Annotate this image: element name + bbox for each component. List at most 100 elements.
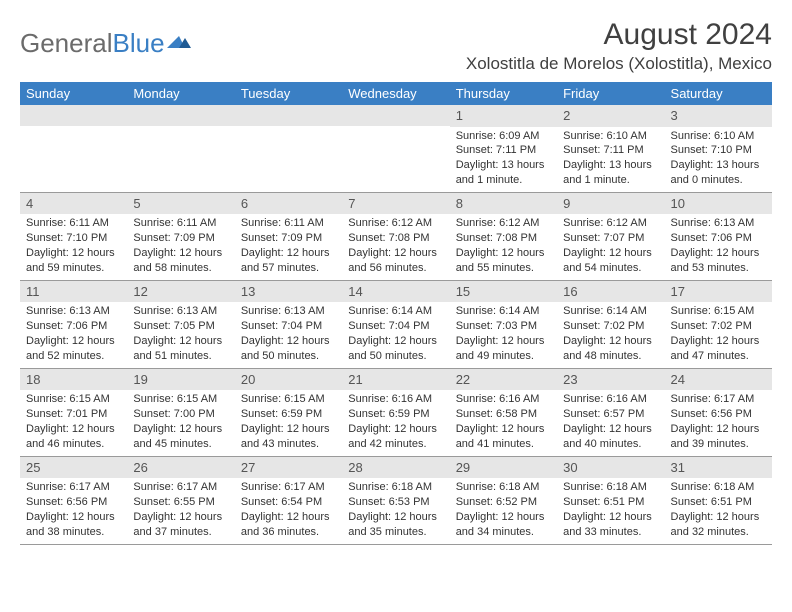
daylight-line: Daylight: 12 hours and 51 minutes. — [133, 334, 228, 364]
daylight-line: Daylight: 12 hours and 53 minutes. — [671, 246, 766, 276]
daylight-line: Daylight: 12 hours and 41 minutes. — [456, 422, 551, 452]
sunrise-line: Sunrise: 6:12 AM — [348, 216, 443, 231]
day-details: Sunrise: 6:15 AMSunset: 7:01 PMDaylight:… — [20, 390, 127, 455]
sunset-line: Sunset: 6:54 PM — [241, 495, 336, 510]
weekday-label: Wednesday — [342, 82, 449, 105]
day-details: Sunrise: 6:12 AMSunset: 7:08 PMDaylight:… — [342, 214, 449, 279]
brand-logo: GeneralBlue — [20, 18, 191, 59]
day-number: 3 — [665, 105, 772, 127]
day-cell: 20Sunrise: 6:15 AMSunset: 6:59 PMDayligh… — [235, 369, 342, 456]
sunrise-line: Sunrise: 6:16 AM — [348, 392, 443, 407]
daylight-line: Daylight: 12 hours and 37 minutes. — [133, 510, 228, 540]
daylight-line: Daylight: 12 hours and 32 minutes. — [671, 510, 766, 540]
sunset-line: Sunset: 7:03 PM — [456, 319, 551, 334]
sunset-line: Sunset: 7:08 PM — [456, 231, 551, 246]
sunset-line: Sunset: 7:10 PM — [671, 143, 766, 158]
sunrise-line: Sunrise: 6:14 AM — [563, 304, 658, 319]
day-cell: 18Sunrise: 6:15 AMSunset: 7:01 PMDayligh… — [20, 369, 127, 456]
day-cell: 23Sunrise: 6:16 AMSunset: 6:57 PMDayligh… — [557, 369, 664, 456]
sunset-line: Sunset: 6:56 PM — [26, 495, 121, 510]
sunset-line: Sunset: 7:04 PM — [348, 319, 443, 334]
day-details: Sunrise: 6:11 AMSunset: 7:09 PMDaylight:… — [127, 214, 234, 279]
day-details: Sunrise: 6:14 AMSunset: 7:03 PMDaylight:… — [450, 302, 557, 367]
day-details: Sunrise: 6:15 AMSunset: 7:00 PMDaylight:… — [127, 390, 234, 455]
day-details: Sunrise: 6:14 AMSunset: 7:04 PMDaylight:… — [342, 302, 449, 367]
day-details: Sunrise: 6:09 AMSunset: 7:11 PMDaylight:… — [450, 127, 557, 192]
daylight-line: Daylight: 12 hours and 56 minutes. — [348, 246, 443, 276]
day-cell: 7Sunrise: 6:12 AMSunset: 7:08 PMDaylight… — [342, 193, 449, 280]
day-details: Sunrise: 6:18 AMSunset: 6:53 PMDaylight:… — [342, 478, 449, 543]
daylight-line: Daylight: 12 hours and 55 minutes. — [456, 246, 551, 276]
sunrise-line: Sunrise: 6:09 AM — [456, 129, 551, 144]
day-cell: 26Sunrise: 6:17 AMSunset: 6:55 PMDayligh… — [127, 457, 234, 544]
day-number: 22 — [450, 369, 557, 391]
day-number: 7 — [342, 193, 449, 215]
day-number: 23 — [557, 369, 664, 391]
sunrise-line: Sunrise: 6:13 AM — [671, 216, 766, 231]
day-number — [235, 105, 342, 126]
weekday-label: Tuesday — [235, 82, 342, 105]
day-number: 14 — [342, 281, 449, 303]
sunrise-line: Sunrise: 6:13 AM — [26, 304, 121, 319]
day-details: Sunrise: 6:12 AMSunset: 7:07 PMDaylight:… — [557, 214, 664, 279]
sunset-line: Sunset: 6:55 PM — [133, 495, 228, 510]
day-cell — [20, 105, 127, 192]
sunrise-line: Sunrise: 6:11 AM — [26, 216, 121, 231]
day-number — [342, 105, 449, 126]
sunset-line: Sunset: 7:02 PM — [563, 319, 658, 334]
sunset-line: Sunset: 7:07 PM — [563, 231, 658, 246]
sunrise-line: Sunrise: 6:11 AM — [241, 216, 336, 231]
day-cell: 19Sunrise: 6:15 AMSunset: 7:00 PMDayligh… — [127, 369, 234, 456]
sunset-line: Sunset: 7:06 PM — [26, 319, 121, 334]
sunset-line: Sunset: 6:52 PM — [456, 495, 551, 510]
sunrise-line: Sunrise: 6:17 AM — [241, 480, 336, 495]
day-cell — [127, 105, 234, 192]
sunset-line: Sunset: 7:11 PM — [563, 143, 658, 158]
sunset-line: Sunset: 6:57 PM — [563, 407, 658, 422]
sunset-line: Sunset: 7:04 PM — [241, 319, 336, 334]
daylight-line: Daylight: 12 hours and 39 minutes. — [671, 422, 766, 452]
weekday-label: Monday — [127, 82, 234, 105]
day-details: Sunrise: 6:13 AMSunset: 7:06 PMDaylight:… — [20, 302, 127, 367]
daylight-line: Daylight: 12 hours and 58 minutes. — [133, 246, 228, 276]
daylight-line: Daylight: 12 hours and 34 minutes. — [456, 510, 551, 540]
daylight-line: Daylight: 12 hours and 42 minutes. — [348, 422, 443, 452]
day-number: 27 — [235, 457, 342, 479]
daylight-line: Daylight: 12 hours and 35 minutes. — [348, 510, 443, 540]
day-cell: 12Sunrise: 6:13 AMSunset: 7:05 PMDayligh… — [127, 281, 234, 368]
day-number: 29 — [450, 457, 557, 479]
daylight-line: Daylight: 12 hours and 59 minutes. — [26, 246, 121, 276]
day-number: 13 — [235, 281, 342, 303]
sunset-line: Sunset: 6:59 PM — [241, 407, 336, 422]
day-cell: 5Sunrise: 6:11 AMSunset: 7:09 PMDaylight… — [127, 193, 234, 280]
day-details: Sunrise: 6:10 AMSunset: 7:10 PMDaylight:… — [665, 127, 772, 192]
day-cell: 10Sunrise: 6:13 AMSunset: 7:06 PMDayligh… — [665, 193, 772, 280]
daylight-line: Daylight: 12 hours and 38 minutes. — [26, 510, 121, 540]
day-cell: 8Sunrise: 6:12 AMSunset: 7:08 PMDaylight… — [450, 193, 557, 280]
day-cell: 14Sunrise: 6:14 AMSunset: 7:04 PMDayligh… — [342, 281, 449, 368]
calendar-page: GeneralBlue August 2024 Xolostitla de Mo… — [0, 0, 792, 555]
header: GeneralBlue August 2024 Xolostitla de Mo… — [20, 18, 772, 74]
week-row: 25Sunrise: 6:17 AMSunset: 6:56 PMDayligh… — [20, 457, 772, 545]
sunset-line: Sunset: 7:11 PM — [456, 143, 551, 158]
day-cell: 6Sunrise: 6:11 AMSunset: 7:09 PMDaylight… — [235, 193, 342, 280]
day-details: Sunrise: 6:16 AMSunset: 6:59 PMDaylight:… — [342, 390, 449, 455]
daylight-line: Daylight: 12 hours and 48 minutes. — [563, 334, 658, 364]
sunrise-line: Sunrise: 6:18 AM — [563, 480, 658, 495]
daylight-line: Daylight: 12 hours and 49 minutes. — [456, 334, 551, 364]
day-number: 6 — [235, 193, 342, 215]
day-details: Sunrise: 6:16 AMSunset: 6:57 PMDaylight:… — [557, 390, 664, 455]
day-cell: 2Sunrise: 6:10 AMSunset: 7:11 PMDaylight… — [557, 105, 664, 192]
day-number — [127, 105, 234, 126]
day-cell: 15Sunrise: 6:14 AMSunset: 7:03 PMDayligh… — [450, 281, 557, 368]
day-number: 9 — [557, 193, 664, 215]
calendar: Sunday Monday Tuesday Wednesday Thursday… — [20, 82, 772, 545]
day-cell — [235, 105, 342, 192]
sunrise-line: Sunrise: 6:13 AM — [241, 304, 336, 319]
day-cell: 24Sunrise: 6:17 AMSunset: 6:56 PMDayligh… — [665, 369, 772, 456]
day-details: Sunrise: 6:18 AMSunset: 6:51 PMDaylight:… — [557, 478, 664, 543]
day-number: 28 — [342, 457, 449, 479]
day-details: Sunrise: 6:17 AMSunset: 6:56 PMDaylight:… — [665, 390, 772, 455]
day-details: Sunrise: 6:13 AMSunset: 7:06 PMDaylight:… — [665, 214, 772, 279]
day-details: Sunrise: 6:10 AMSunset: 7:11 PMDaylight:… — [557, 127, 664, 192]
